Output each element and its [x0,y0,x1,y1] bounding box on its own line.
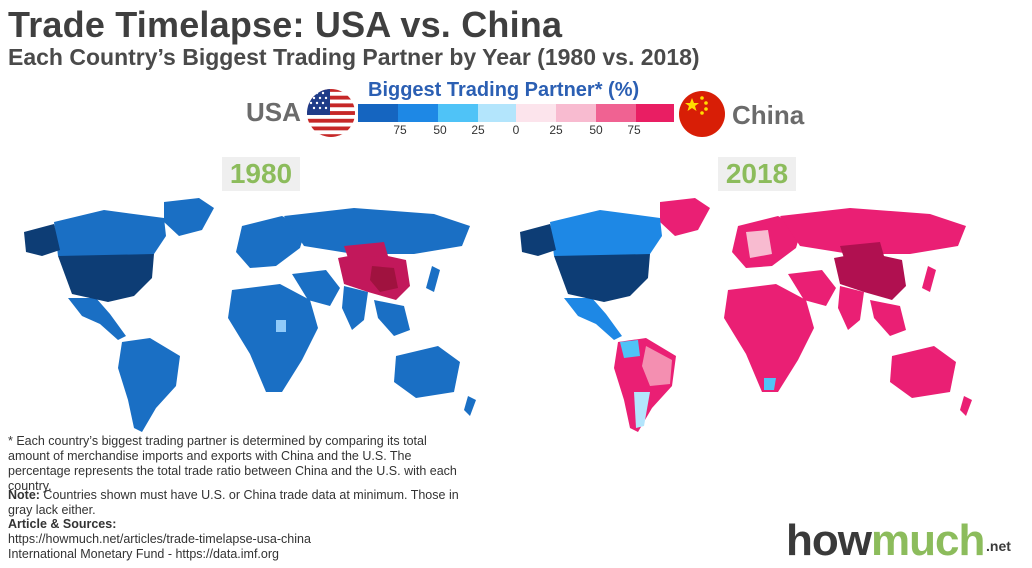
legend-tick: 0 [512,123,520,137]
logo-net: .net [986,538,1011,554]
canada [54,210,166,264]
legend-tick: 25 [549,123,563,137]
page-subtitle: Each Country’s Biggest Trading Partner b… [8,44,700,70]
world-map-1980 [24,198,476,432]
mongolia [840,242,884,258]
usa [58,254,154,302]
logo-much: much [870,516,985,565]
china-flag-icon [679,91,725,137]
note-text: Countries shown must have U.S. or China … [8,488,459,517]
light-country-east-africa [276,320,286,332]
logo-how: how [786,516,872,565]
year-badge-1980: 1980 [222,157,300,191]
south-america [118,338,180,432]
legend-tick: 25 [471,123,485,137]
southeast-asia [870,300,906,336]
new-zealand [960,396,972,416]
canada [550,210,662,264]
scale-segment-china-0 [516,104,556,122]
legend-tick: 50 [433,123,447,137]
legend-usa-label: USA [246,97,301,127]
legend-tick: 75 [393,123,407,137]
new-zealand [464,396,476,416]
source-link[interactable]: International Monetary Fund - https://da… [8,547,279,561]
footnote: * Each country’s biggest trading partner… [8,434,457,493]
alaska [24,224,60,256]
mexico-central-america [68,298,126,340]
note-label: Note: [8,488,40,502]
greenland [164,198,214,236]
scale-segment-usa-25 [438,104,478,122]
middle-east [292,270,340,306]
scale-segment-china-25 [556,104,596,122]
eastern-europe [746,230,772,258]
africa [724,284,814,392]
greenland [660,198,710,236]
year-badge-2018: 2018 [718,157,796,191]
colombia [620,340,640,358]
world-map-2018 [520,198,972,432]
legend-tick: 50 [589,123,603,137]
legend-china-label: China [732,100,805,130]
china [834,252,906,300]
scale-segment-china-75 [636,104,674,122]
scale-segment-usa-0 [478,104,516,122]
legend-scale-bar [358,104,674,122]
australia [890,346,956,398]
russia [284,208,470,254]
legend-title: Biggest Trading Partner* (%) [368,79,640,101]
south-africa [764,378,776,390]
sources-title: Article & Sources: [8,517,117,531]
australia [394,346,460,398]
india [342,286,368,330]
alaska [520,224,556,256]
scale-segment-usa-50 [398,104,438,122]
argentina [634,392,650,428]
china-core [370,266,398,292]
africa [228,284,318,392]
usa [554,254,650,302]
scale-segment-usa-75 [358,104,398,122]
middle-east [788,270,836,306]
southeast-asia [374,300,410,336]
europe [236,216,306,268]
japan [922,266,936,292]
howmuch-logo: howmuch [786,516,985,566]
russia [780,208,966,254]
page-title: Trade Timelapse: USA vs. China [8,4,563,45]
legend-tick: 75 [627,123,641,137]
mongolia [344,242,388,258]
note: Note: Countries shown must have U.S. or … [8,488,468,518]
scale-segment-china-50 [596,104,636,122]
usa-flag-icon [307,89,355,137]
japan [426,266,440,292]
brazil [642,346,672,386]
mexico-central-america [564,298,622,340]
source-link[interactable]: https://howmuch.net/articles/trade-timel… [8,532,311,546]
india [838,286,864,330]
